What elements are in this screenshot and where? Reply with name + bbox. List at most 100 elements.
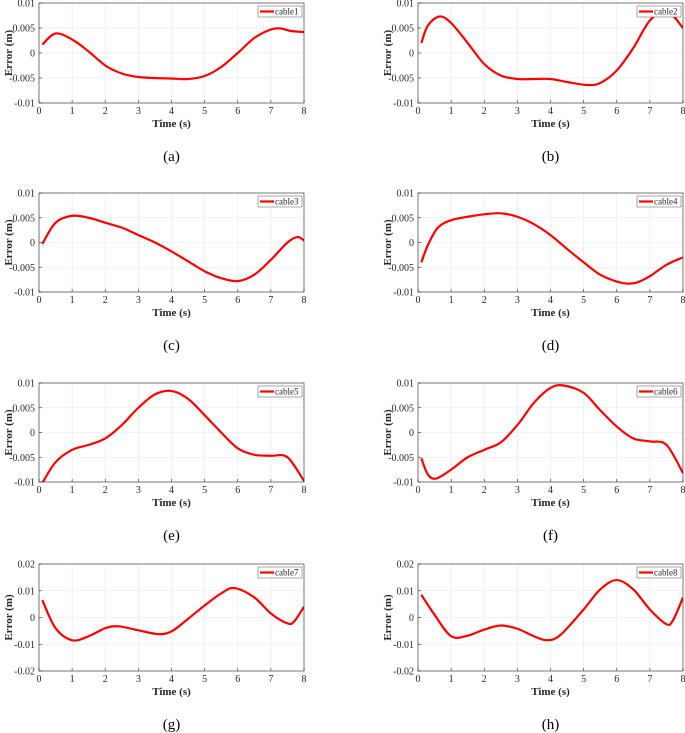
y-tick-label: 0.01 — [18, 189, 36, 200]
legend-box — [257, 195, 303, 208]
y-axis-label: Error (m) — [382, 30, 394, 77]
axes-box — [417, 192, 684, 293]
y-tick-label: 0 — [409, 238, 414, 249]
subplot-cable8: 0 1 2 3 4 5 6 7 8 -0.02 -0.01 0 0.01 0.02 cable8 Time (… — [382, 560, 685, 733]
y-axis-label: Error (m) — [382, 219, 394, 266]
y-tick-label: -0.02 — [393, 667, 414, 678]
x-tick-label: 4 — [169, 295, 174, 306]
legend-label: cable8 — [654, 568, 678, 578]
x-tick-label: 3 — [515, 485, 520, 496]
y-tick-label: 0.01 — [18, 586, 36, 597]
y-tick-label: -0.01 — [393, 640, 414, 651]
y-axis-label: Error (m) — [3, 30, 15, 77]
axes-box — [38, 192, 305, 293]
x-tick-label: 2 — [103, 674, 108, 685]
subplot-cable4: 0 1 2 3 4 5 6 7 8 -0.01 -0.005 0 0.005 0.01 cable4 Time… — [382, 189, 685, 355]
series-line-cable8 — [420, 578, 683, 642]
x-tick-label: 2 — [103, 106, 108, 117]
x-tick-label: 6 — [235, 295, 240, 306]
x-axis-label: Time (s) — [531, 497, 570, 509]
x-tick-label: 1 — [70, 485, 75, 496]
y-tick-label: -0.01 — [14, 478, 35, 489]
x-tick-label: 7 — [268, 106, 273, 117]
x-tick-label: 1 — [70, 295, 75, 306]
x-tick-label: 5 — [581, 674, 586, 685]
x-tick-label: 2 — [103, 295, 108, 306]
y-tick-label: -0.005 — [9, 263, 35, 274]
x-tick-label: 1 — [449, 674, 454, 685]
y-tick-label: -0.01 — [393, 478, 414, 489]
x-tick-label: 8 — [302, 674, 307, 685]
x-tick-label: 3 — [515, 295, 520, 306]
legend-box — [636, 195, 682, 208]
x-tick-label: 8 — [302, 485, 307, 496]
x-tick-label: 0 — [416, 295, 421, 306]
legend-label: cable7 — [275, 568, 299, 578]
y-tick-label: 0 — [409, 613, 414, 624]
x-tick-label: 2 — [482, 106, 487, 117]
legend: cable8 — [636, 566, 682, 579]
subplot-caption: (e) — [163, 528, 180, 544]
legend: cable3 — [257, 195, 303, 208]
x-tick-label: 0 — [37, 485, 42, 496]
subplot-cable5: 0 1 2 3 4 5 6 7 8 -0.01 -0.005 0 0.005 0.01 cable5 Time… — [3, 379, 307, 545]
legend-label: cable3 — [275, 197, 299, 207]
y-tick-label: -0.01 — [393, 99, 414, 110]
x-tick-label: 0 — [37, 674, 42, 685]
series-line-cable7 — [41, 586, 304, 642]
series-line-cable4 — [420, 212, 683, 285]
subplot-cable3: 0 1 2 3 4 5 6 7 8 -0.01 -0.005 0 0.005 0.01 cable3 Time… — [3, 189, 307, 355]
x-tick-label: 3 — [136, 106, 141, 117]
y-tick-label: 0 — [30, 238, 35, 249]
series-line-cable3 — [41, 214, 304, 283]
y-tick-label: -0.005 — [388, 74, 414, 85]
x-tick-label: 6 — [614, 485, 619, 496]
y-axis-label: Error (m) — [3, 219, 15, 266]
x-tick-label: 4 — [548, 106, 553, 117]
x-tick-label: 5 — [202, 485, 207, 496]
axes-box — [417, 563, 684, 672]
y-tick-label: 0.005 — [13, 24, 36, 35]
legend-box — [257, 5, 303, 18]
y-axis-label: Error (m) — [382, 594, 394, 641]
y-tick-label: 0 — [409, 428, 414, 439]
series-line-cable6 — [420, 384, 683, 480]
subplot-caption: (h) — [542, 717, 560, 733]
x-tick-label: 8 — [302, 106, 307, 117]
y-axis-label: Error (m) — [3, 409, 15, 456]
x-tick-label: 8 — [681, 674, 685, 685]
x-tick-label: 7 — [268, 295, 273, 306]
x-axis-label: Time (s) — [152, 497, 191, 509]
axes-box — [417, 382, 684, 483]
y-tick-label: 0 — [30, 613, 35, 624]
axes-box — [38, 382, 305, 483]
legend: cable5 — [257, 385, 303, 398]
x-tick-label: 2 — [482, 295, 487, 306]
x-tick-label: 5 — [202, 106, 207, 117]
y-tick-label: 0.01 — [397, 0, 415, 10]
x-tick-label: 8 — [681, 485, 685, 496]
subplot-caption: (c) — [163, 338, 180, 354]
x-tick-label: 6 — [235, 674, 240, 685]
y-tick-label: 0.005 — [13, 403, 36, 414]
x-tick-label: 5 — [581, 295, 586, 306]
legend: cable4 — [636, 195, 682, 208]
y-tick-label: -0.01 — [14, 288, 35, 299]
x-tick-label: 3 — [136, 485, 141, 496]
x-tick-label: 4 — [548, 485, 553, 496]
legend-label: cable6 — [654, 387, 678, 397]
subplot-cable1: 0 1 2 3 4 5 6 7 8 -0.01 -0.005 0 0.005 0.01 cable1 Time… — [3, 0, 307, 165]
x-tick-label: 2 — [103, 485, 108, 496]
subplot-cable2: 0 1 2 3 4 5 6 7 8 -0.01 -0.005 0 0.005 0.01 cable2 Time… — [382, 0, 685, 165]
series-line-cable2 — [420, 9, 683, 87]
x-tick-label: 3 — [515, 106, 520, 117]
series-line-cable5 — [41, 389, 304, 482]
y-axis-label: Error (m) — [3, 594, 15, 641]
legend-box — [636, 385, 682, 398]
x-tick-label: 1 — [70, 674, 75, 685]
x-tick-label: 4 — [169, 485, 174, 496]
x-axis-label: Time (s) — [152, 307, 191, 319]
x-tick-label: 2 — [482, 674, 487, 685]
x-tick-label: 0 — [416, 485, 421, 496]
